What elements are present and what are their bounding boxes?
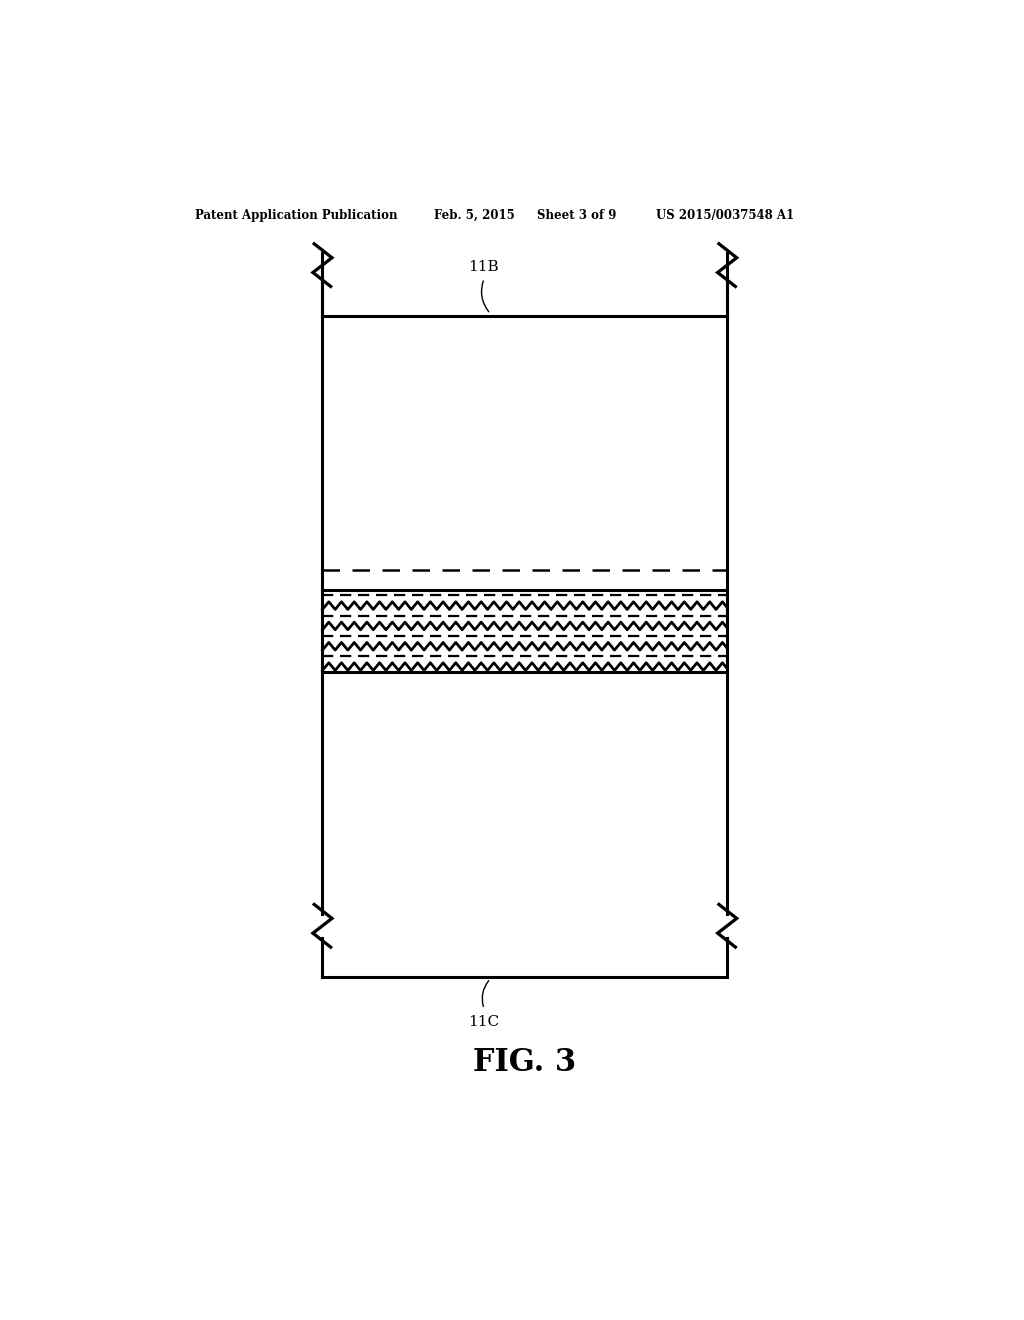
Text: Patent Application Publication: Patent Application Publication [196,209,398,222]
Text: Sheet 3 of 9: Sheet 3 of 9 [537,209,616,222]
Text: FIG. 3: FIG. 3 [473,1048,577,1078]
Text: Feb. 5, 2015: Feb. 5, 2015 [433,209,514,222]
Text: 11B: 11B [468,260,499,275]
Text: 11C: 11C [468,1015,500,1030]
Text: US 2015/0037548 A1: US 2015/0037548 A1 [655,209,794,222]
